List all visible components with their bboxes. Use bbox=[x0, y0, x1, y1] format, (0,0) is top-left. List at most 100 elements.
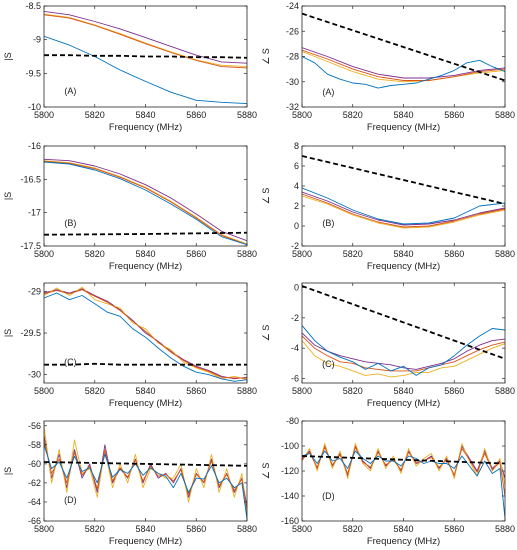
panel-mag_D: 5800 5820 5840 5860 5880 -56 -58 -60 -62 -64 -66 Fr… bbox=[3, 420, 257, 547]
x-tick-label: 5800 bbox=[34, 386, 54, 396]
series-line-3 bbox=[302, 193, 505, 228]
series-group bbox=[302, 443, 505, 519]
series-line-1 bbox=[302, 47, 505, 79]
y-axis-label: |S bbox=[3, 467, 13, 475]
panel-label: (A) bbox=[64, 86, 76, 96]
series-line-1 bbox=[44, 158, 247, 242]
series-group bbox=[44, 425, 247, 520]
y-axis-label: ∠ S bbox=[261, 463, 271, 480]
y-tick-label: -2 bbox=[291, 241, 299, 251]
series-line-3 bbox=[44, 14, 247, 69]
series-line-2 bbox=[44, 13, 247, 68]
y-tick-label: -28 bbox=[286, 52, 299, 62]
y-tick-label: -120 bbox=[281, 466, 299, 476]
x-tick-label: 5800 bbox=[34, 110, 54, 120]
x-tick-label: 5880 bbox=[495, 249, 515, 259]
x-axis-label: Frequency (MHz) bbox=[109, 536, 182, 547]
y-tick-label: -160 bbox=[281, 516, 299, 526]
plot-area bbox=[44, 421, 247, 521]
series-line-2 bbox=[302, 51, 505, 83]
y-tick-label: -29.5 bbox=[20, 328, 41, 338]
series-line-4 bbox=[44, 292, 247, 382]
panel-mag_C: 5800 5820 5840 5860 5880 -29 -29.5 -30 Frequency… bbox=[3, 282, 257, 409]
series-line-4 bbox=[44, 444, 247, 520]
x-axis-label: Frequency (MHz) bbox=[367, 261, 440, 272]
panel-label: (D) bbox=[64, 495, 77, 505]
series-line-4 bbox=[302, 450, 505, 519]
x-tick-label: 5840 bbox=[135, 249, 155, 259]
x-tick-label: 5860 bbox=[444, 249, 464, 259]
panel-ph_B: 5800 5820 5840 5860 5880 8 6 4 2 0 -2 Frequency (MH… bbox=[261, 141, 515, 272]
panel-label: (D) bbox=[322, 491, 335, 501]
series-line-4 bbox=[44, 161, 247, 246]
y-tick-label: -58 bbox=[28, 440, 41, 450]
y-tick-label: -66 bbox=[28, 516, 41, 526]
panel-label: (B) bbox=[64, 218, 76, 228]
series-line-1 bbox=[302, 332, 505, 370]
y-tick-label: -62 bbox=[28, 478, 41, 488]
y-tick-label: -16.5 bbox=[20, 174, 41, 184]
x-tick-label: 5820 bbox=[343, 249, 363, 259]
x-tick-label: 5820 bbox=[85, 110, 105, 120]
y-tick-label: 8 bbox=[294, 141, 299, 151]
x-tick-label: 5820 bbox=[343, 110, 363, 120]
x-tick-label: 5840 bbox=[393, 524, 413, 534]
series-line-1 bbox=[44, 10, 247, 64]
x-tick-label: 5820 bbox=[343, 386, 363, 396]
x-tick-label: 5820 bbox=[85, 249, 105, 259]
series-line-2 bbox=[44, 160, 247, 245]
series-group bbox=[44, 158, 247, 246]
panel-mag_A: 5800 5820 5840 5860 5880 -8.5 -9 -9.5 -10 Frequen… bbox=[3, 1, 257, 133]
x-tick-label: 5800 bbox=[292, 386, 312, 396]
y-tick-label: -8.5 bbox=[25, 1, 41, 11]
y-tick-label: -16 bbox=[28, 141, 41, 151]
plot-area bbox=[302, 146, 505, 246]
plot-area bbox=[302, 6, 505, 107]
series-line-dashed bbox=[44, 54, 247, 59]
y-tick-label: -24 bbox=[286, 1, 299, 11]
y-tick-label: -9 bbox=[33, 35, 41, 45]
y-tick-label: -32 bbox=[286, 102, 299, 112]
y-tick-label: -30 bbox=[28, 370, 41, 380]
panel-mag_B: 5800 5820 5840 5860 5880 -16 -16.5 -17 -17.5 Freq… bbox=[3, 141, 257, 272]
series-line-2 bbox=[302, 340, 505, 378]
series-line-3 bbox=[302, 49, 505, 81]
x-axis-label: Frequency (MHz) bbox=[367, 398, 440, 409]
series-line-3 bbox=[302, 335, 505, 372]
y-tick-label: -64 bbox=[28, 497, 41, 507]
series-group bbox=[302, 12, 505, 89]
series-line-1 bbox=[302, 191, 505, 226]
x-tick-label: 5800 bbox=[292, 249, 312, 259]
y-tick-label: -100 bbox=[281, 441, 299, 451]
x-tick-label: 5860 bbox=[186, 386, 206, 396]
x-tick-label: 5820 bbox=[343, 524, 363, 534]
series-line-dashed bbox=[44, 362, 247, 366]
x-axis-label: Frequency (MHz) bbox=[367, 536, 440, 547]
x-tick-label: 5840 bbox=[393, 249, 413, 259]
panel-ph_A: 5800 5820 5840 5860 5880 -24 -26 -28 -30 -32 Frequ… bbox=[261, 1, 515, 133]
y-axis-label: |S bbox=[3, 329, 13, 337]
y-tick-label: -30 bbox=[286, 77, 299, 87]
x-tick-label: 5800 bbox=[292, 524, 312, 534]
series-group bbox=[44, 10, 247, 105]
x-tick-label: 5860 bbox=[186, 524, 206, 534]
panel-ph_D: 5800 5820 5840 5860 5880 -80 -100 -120 -140 -160 F… bbox=[261, 416, 515, 547]
plot-area bbox=[302, 421, 505, 521]
y-axis-label: ∠ S bbox=[261, 188, 271, 205]
series-group bbox=[302, 285, 505, 378]
y-tick-label: -29 bbox=[28, 286, 41, 296]
y-tick-label: -26 bbox=[286, 26, 299, 36]
x-tick-label: 5860 bbox=[444, 524, 464, 534]
x-tick-label: 5880 bbox=[495, 386, 515, 396]
x-tick-label: 5880 bbox=[237, 386, 257, 396]
x-tick-label: 5840 bbox=[393, 110, 413, 120]
x-axis-label: Frequency (MHz) bbox=[109, 261, 182, 272]
series-line-3 bbox=[44, 289, 247, 379]
y-tick-label: -140 bbox=[281, 491, 299, 501]
x-tick-label: 5820 bbox=[85, 386, 105, 396]
x-tick-label: 5880 bbox=[495, 110, 515, 120]
series-line-dashed bbox=[44, 231, 247, 236]
series-line-3 bbox=[44, 160, 247, 246]
series-line-4 bbox=[44, 35, 247, 105]
